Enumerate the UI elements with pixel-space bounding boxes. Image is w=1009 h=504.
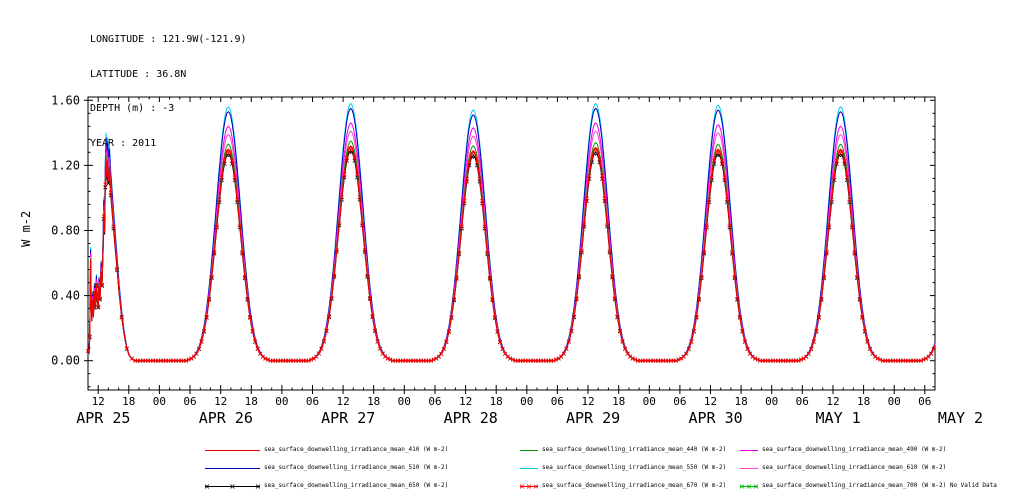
x-tick-label: 00 [765,395,778,408]
x-tick-label: 18 [612,395,625,408]
x-axis-major: 12 18 00 06 12 18 00 06 12 18 00 06 12 18 00 06 12 18 00 06… [92,97,931,408]
depth-label: DEPTH (m) : -3 [90,103,175,114]
x-tick-label: 12 [336,395,349,408]
x-tick-label: 18 [367,395,380,408]
x-tick-label: 12 [826,395,839,408]
x-tick-label: 00 [153,395,166,408]
y-tick-label: 0.00 [51,354,80,368]
date-label: APR 29 [566,409,620,427]
date-label: APR 25 [76,409,130,427]
x-tick-label: 18 [734,395,747,408]
x-tick-label: 00 [643,395,656,408]
y-tick-label: 0.80 [51,224,80,238]
x-tick-label: 18 [490,395,503,408]
x-axis [87,97,936,390]
y-tick-label: 1.60 [51,93,80,107]
y-axis-title: W m-2 [19,211,33,247]
year-label: YEAR : 2011 [90,137,157,149]
latitude-label: LATITUDE : 36.8N [90,68,187,80]
x-tick-label: 00 [888,395,901,408]
date-label: APR 26 [199,409,253,427]
x-tick-label: 00 [398,395,411,408]
date-label: MAY 2 [938,409,983,427]
x-tick-label: 06 [673,395,686,408]
x-tick-label: 00 [520,395,533,408]
x-tick-label: 18 [857,395,870,408]
date-label: MAY 1 [816,409,861,427]
x-tick-label: 00 [275,395,288,408]
x-tick-label: 18 [122,395,135,408]
date-label: APR 28 [444,409,498,427]
metadata-header: LONGITUDE : 121.9W(-121.9) LATITUDE : 36… [90,11,247,172]
x-tick-label: 12 [214,395,227,408]
x-tick-label: 12 [92,395,105,408]
y-axis-major: 0.00 0.40 0.80 1.20 1.60 [51,93,935,368]
x-tick-label: 18 [245,395,258,408]
x-tick-label: 06 [551,395,564,408]
x-tick-label: 12 [459,395,472,408]
x-tick-label: 06 [183,395,196,408]
x-tick-label: 06 [796,395,809,408]
x-tick-label: 06 [306,395,319,408]
x-tick-label: 12 [581,395,594,408]
date-label: APR 30 [689,409,743,427]
y-tick-label: 1.20 [51,158,80,172]
y-tick-label: 0.40 [51,289,80,303]
x-tick-label: 06 [428,395,441,408]
date-label: APR 27 [321,409,375,427]
x-tick-label: 12 [704,395,717,408]
x-date-labels: APR 25 APR 26 APR 27 APR 28 APR 29 APR 30 MAY … [76,409,983,427]
series-line-650 [87,150,936,362]
series-markers-670 [85,146,936,363]
x-tick-label: 06 [918,395,931,408]
longitude-label: LONGITUDE : 121.9W(-121.9) [90,34,247,45]
